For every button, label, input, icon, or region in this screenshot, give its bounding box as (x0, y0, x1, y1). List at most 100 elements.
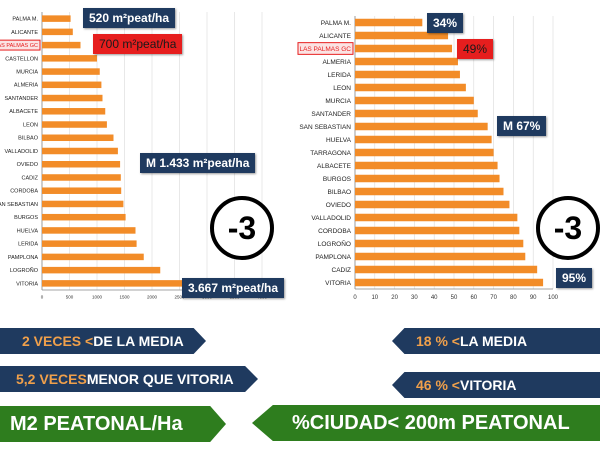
chart0-category-label: ALICANTE (11, 30, 38, 36)
chart0-category-label: VALLADOLID (4, 149, 38, 155)
callout-right-min: 34% (427, 13, 464, 33)
chart0-category-label: VITORIA (16, 281, 38, 287)
chart0-bar (42, 134, 114, 142)
chart0-bar (42, 108, 106, 115)
chart1-category-label: SANTANDER (311, 111, 351, 118)
chart0-category-label: CADIZ (22, 175, 39, 181)
chart1-bar (355, 252, 526, 261)
chart0-bar (42, 174, 121, 181)
chart0-category-label: LEON (23, 122, 38, 128)
chart0-bar (42, 213, 126, 221)
callout-right-max: 95% (556, 268, 593, 288)
banner-right-media-text: LA MEDIA (459, 333, 528, 349)
banner-right-title: %CIUDAD< 200m PEATONAL (252, 405, 600, 441)
chart0-x-tick-label: 2000 (147, 295, 158, 300)
chart1-x-tick-label: 0 (353, 295, 357, 301)
chart1-category-label: LAS PALMAS GC (299, 46, 351, 53)
chart1-bar (355, 278, 544, 287)
chart1-bar (355, 213, 518, 222)
chart0-x-tick-label: 2500 (174, 295, 185, 300)
chart0-category-label: PAMPLONA (8, 255, 38, 261)
chart0-category-label: LOGROÑO (10, 267, 39, 274)
callout-left-max: 3.667 m²peat/ha (182, 278, 285, 298)
chart1-category-label: VITORIA (325, 280, 352, 287)
chart1-category-label: ALBACETE (317, 163, 352, 170)
chart1-bar (355, 200, 510, 209)
callout-right-median: M 67% (497, 116, 547, 136)
banner-left-vitoria: 5,2 VECES MENOR QUE VITORIA (0, 366, 258, 392)
chart0-x-tick-label: 1000 (92, 295, 103, 300)
chart0-category-label: LAS PALMAS GC (0, 43, 38, 49)
banner-left-vitoria-num: 5,2 VECES (16, 371, 87, 387)
chart1-x-tick-label: 90 (530, 295, 537, 301)
chart1-bar (355, 148, 494, 157)
chart0-bar (42, 187, 122, 194)
chart1-bar (355, 174, 500, 183)
chart1-category-label: PALMA M. (321, 20, 351, 27)
chart0-category-label: CORDOBA (10, 189, 38, 195)
banner-right-media: 18 % < LA MEDIA (392, 328, 600, 354)
chart1-x-tick-label: 80 (510, 295, 517, 301)
callout-right-lpgc: 49% (457, 39, 494, 59)
chart1-x-tick-label: 50 (451, 295, 458, 301)
banner-right-media-num: 18 % < (416, 333, 460, 349)
chart1-category-label: OVIEDO (326, 202, 351, 209)
chart1-x-tick-label: 70 (490, 295, 497, 301)
chart1-category-label: ALMERIA (322, 59, 351, 66)
badge-left: -3 (210, 196, 274, 260)
chart1-bar (355, 135, 492, 144)
chart0-category-label: HUELVA (17, 228, 39, 234)
chart1-bar (355, 239, 524, 248)
chart1-bar (355, 96, 474, 105)
chart1-x-tick-label: 100 (548, 295, 559, 301)
chart1-x-tick-label: 10 (371, 295, 378, 301)
chart1-bar (355, 161, 498, 170)
chart1-bar (355, 187, 504, 196)
callout-left-lpgc: 700 m²peat/ha (93, 34, 183, 54)
chart1-category-label: CORDOBA (318, 228, 352, 235)
chart1-category-label: CADIZ (332, 267, 352, 274)
chart1-category-label: MURCIA (325, 98, 351, 105)
chart1-bar (355, 31, 449, 40)
chart1-category-label: BILBAO (328, 189, 351, 196)
chart1-bar (355, 265, 538, 274)
chart0-bar (42, 200, 124, 208)
chart0-bar (42, 227, 136, 234)
chart1-category-label: VALLADOLID (311, 215, 351, 222)
chart0-bar (42, 280, 244, 287)
chart1-bar (355, 57, 458, 66)
chart1-category-label: HUELVA (326, 137, 352, 144)
chart0-bar (42, 121, 107, 128)
chart1-category-label: LOGROÑO (318, 239, 351, 248)
chart0-category-label: ALBACETE (9, 109, 38, 115)
chart0-highlight-box (0, 39, 41, 51)
chart0-category-label: CASTELLON (5, 56, 38, 62)
banner-right-title-text: %CIUDAD< 200m PEATONAL (292, 411, 570, 434)
chart1-category-label: LERIDA (328, 72, 352, 79)
banner-left-media: 2 VECES < DE LA MEDIA (0, 328, 206, 354)
chart0-bar (42, 28, 73, 36)
chart0-bar (42, 160, 121, 168)
chart0-bar (42, 147, 118, 155)
chart1-bar (355, 44, 453, 53)
chart1-highlight-box (297, 42, 354, 55)
callout-left-median: M 1.433 m²peat/ha (140, 153, 256, 173)
chart1-category-label: SAN SEBASTIAN (299, 124, 351, 131)
callout-left-min: 520 m²peat/ha (83, 8, 176, 28)
chart1-x-tick-label: 60 (470, 295, 477, 301)
chart1-bar (355, 109, 478, 118)
chart1-bar (355, 226, 520, 235)
chart0-category-label: PALMA M. (12, 17, 38, 23)
chart0-category-label: OVIEDO (17, 162, 39, 168)
chart0-category-label: MURCIA (16, 69, 38, 75)
banner-left-title-text: M2 PEATONAL/Ha (10, 412, 183, 435)
chart1-bar (355, 122, 488, 131)
chart1-bar (355, 70, 460, 79)
chart0-category-label: BURGOS (14, 215, 38, 221)
chart0-bar (42, 266, 161, 274)
chart0-bar (42, 68, 100, 75)
chart0-category-label: LERIDA (18, 242, 38, 248)
chart0-category-label: SAN SEBASTIAN (0, 202, 38, 208)
chart0-bar (42, 15, 71, 22)
